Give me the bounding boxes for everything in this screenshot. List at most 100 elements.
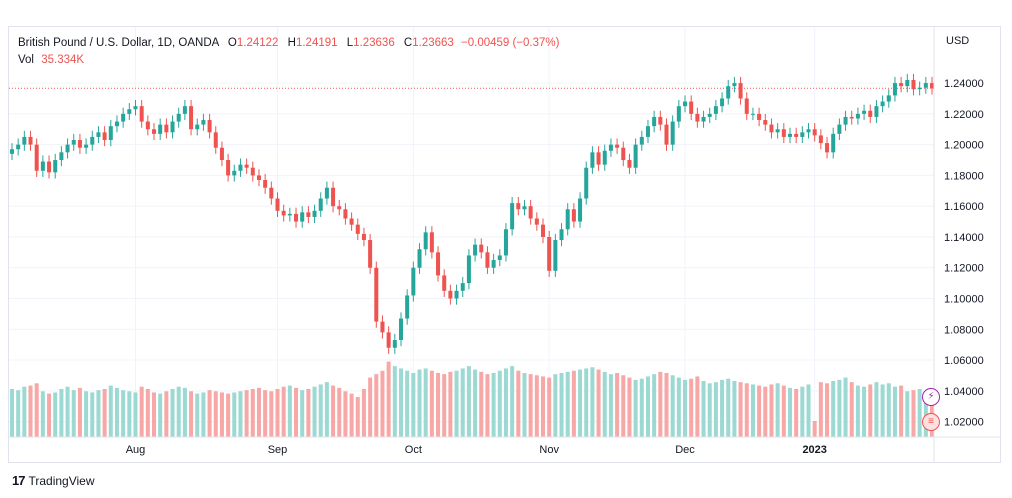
volume-bar xyxy=(263,390,268,437)
candle-body xyxy=(47,161,52,173)
candle-body xyxy=(911,80,916,90)
candle-body xyxy=(645,126,650,137)
volume-bar xyxy=(114,387,119,437)
volume-bar xyxy=(429,370,434,437)
volume-bar xyxy=(343,391,348,437)
candle-body xyxy=(77,140,82,148)
volume-bar xyxy=(479,371,484,437)
candle-body xyxy=(683,101,688,107)
candle-body xyxy=(695,113,700,122)
x-tick-label: Oct xyxy=(405,444,422,456)
high-label: H xyxy=(287,37,296,49)
candle-body xyxy=(152,129,157,134)
candle-body xyxy=(232,170,237,176)
volume-bar xyxy=(139,386,144,437)
volume-bar xyxy=(164,391,169,437)
volume-bar xyxy=(306,389,311,437)
candle-body xyxy=(281,210,286,216)
volume-bar xyxy=(411,373,416,437)
tradingview-logo-icon[interactable]: 17 xyxy=(12,473,26,488)
candle-body xyxy=(417,249,422,268)
candle-body xyxy=(565,209,570,230)
candle-body xyxy=(837,124,842,134)
candle-body xyxy=(849,116,854,119)
candle-body xyxy=(578,198,583,222)
volume-bar xyxy=(510,366,515,437)
candle-body xyxy=(670,121,675,145)
volume-bar xyxy=(541,376,546,437)
volume-bar xyxy=(522,373,527,437)
x-tick-label: Dec xyxy=(675,444,695,456)
volume-bar xyxy=(170,389,175,437)
candle-body xyxy=(713,106,718,114)
volume-bar xyxy=(868,384,873,437)
candle-body xyxy=(65,144,70,153)
candle-body xyxy=(534,218,539,225)
volume-bar xyxy=(244,390,249,437)
volume-bar xyxy=(454,370,459,437)
candle-body xyxy=(794,133,799,137)
volume-bar xyxy=(102,389,107,437)
volume-bar xyxy=(639,378,644,437)
brand-name[interactable]: TradingView xyxy=(28,473,95,488)
candle-body xyxy=(300,212,305,222)
change-value: −0.00459 (−0.37%) xyxy=(461,37,560,49)
candle-body xyxy=(652,116,657,127)
volume-bar xyxy=(269,391,274,437)
candle-body xyxy=(170,121,175,133)
volume-bar xyxy=(47,393,52,437)
volume-bar xyxy=(355,397,360,437)
volume-bar xyxy=(806,384,811,437)
flag-uk-icon[interactable]: ≡ xyxy=(922,413,940,431)
candle-body xyxy=(522,206,527,210)
volume-bar xyxy=(645,376,650,437)
volume-bar xyxy=(324,382,329,437)
price-axis: 1.24000 1.22000 1.20000 1.18000 1.16000 1.140… xyxy=(944,78,984,429)
volume-bar xyxy=(59,389,64,437)
volume-bar xyxy=(534,375,539,437)
candle-body xyxy=(868,110,873,117)
candle-body xyxy=(411,267,416,296)
candle-body xyxy=(201,120,206,125)
volume-bar xyxy=(374,374,379,437)
candle-body xyxy=(818,135,823,144)
volume-bar xyxy=(53,392,58,437)
candle-body xyxy=(318,198,323,211)
volume-bar xyxy=(911,390,916,437)
candle-body xyxy=(571,209,576,222)
candle-body xyxy=(460,283,465,291)
volume-bar xyxy=(855,385,860,437)
candle-body xyxy=(726,86,731,99)
candle-body xyxy=(757,113,762,121)
volume-bar xyxy=(77,387,82,437)
candle-body xyxy=(343,209,348,219)
volume-bar xyxy=(750,384,755,437)
volume-bar xyxy=(232,392,237,437)
candle-body xyxy=(133,106,138,110)
candle-body xyxy=(602,150,607,165)
volume-bar xyxy=(361,389,366,437)
candle-body xyxy=(547,236,552,271)
event-flag-icon[interactable]: ⚡ xyxy=(922,388,940,406)
candle-body xyxy=(436,252,441,276)
y-tick-label: 1.02000 xyxy=(944,417,984,429)
volume-bar xyxy=(528,374,533,437)
volume-bar xyxy=(473,369,478,437)
candle-body xyxy=(701,116,706,122)
volume-bar xyxy=(713,382,718,437)
candle-body xyxy=(139,106,144,122)
candle-body xyxy=(510,203,515,230)
candle-body xyxy=(559,229,564,241)
candle-body xyxy=(454,290,459,299)
candle-body xyxy=(213,132,218,148)
candle-body xyxy=(621,147,626,161)
volume-bar xyxy=(158,393,163,437)
candle-body xyxy=(114,121,119,127)
volume-bar xyxy=(843,377,848,437)
candle-body xyxy=(769,124,774,133)
volume-bar xyxy=(226,393,231,437)
volume-bar xyxy=(608,374,613,437)
volume-bar xyxy=(769,384,774,437)
candle-body xyxy=(886,95,891,102)
